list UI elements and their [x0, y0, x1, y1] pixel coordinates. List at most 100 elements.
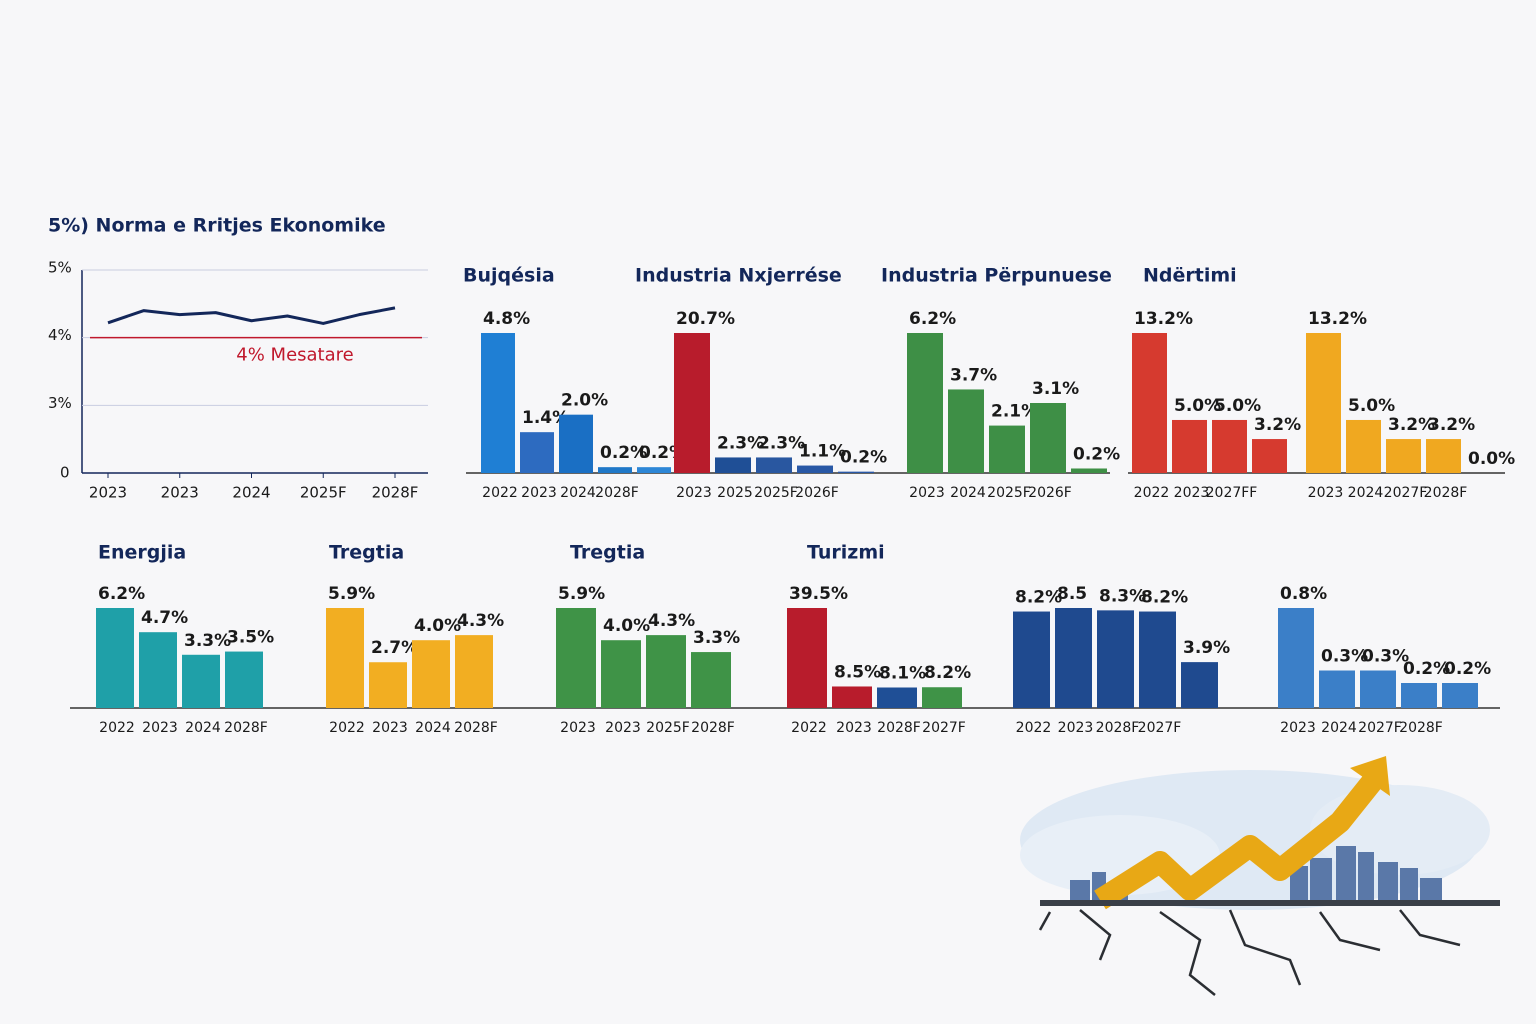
panel-title: Turizmi	[807, 542, 885, 564]
x-tick-label: 2022	[791, 720, 827, 736]
value-label: 13.2%	[1134, 309, 1193, 329]
value-label: 5.9%	[558, 584, 605, 604]
bar	[412, 640, 450, 708]
x-tick-label: 2023	[560, 720, 596, 736]
x-tick-label: 2028F	[691, 720, 735, 736]
x-tick-label: 2026F	[795, 485, 839, 501]
value-label: 39.5%	[789, 584, 848, 604]
value-label: 1.4%	[522, 408, 569, 428]
bar	[225, 651, 263, 708]
panel-title: Ndërtimi	[1143, 265, 1237, 287]
value-label: 8.1%	[879, 663, 926, 683]
bar	[646, 635, 686, 708]
value-label: 3.3%	[184, 631, 231, 651]
bar	[1278, 608, 1314, 708]
value-label: 4.0%	[603, 616, 650, 636]
value-label: 2.7%	[371, 638, 418, 658]
x-tick-label: 2023	[605, 720, 641, 736]
bar	[907, 333, 943, 473]
x-tick-label: 2025F	[300, 484, 347, 502]
bar	[1139, 611, 1176, 708]
value-label: 3.2%	[1388, 415, 1435, 435]
bar	[520, 432, 554, 473]
x-tick-label: 2023	[89, 484, 127, 502]
bar	[832, 686, 872, 708]
x-tick-label: 2023	[142, 720, 178, 736]
x-tick-label: 2022	[1016, 720, 1052, 736]
panel-title: Industria Nxjerrése	[635, 265, 842, 287]
y-tick-label: 3%	[48, 394, 72, 412]
x-tick-label: 2025F	[646, 720, 690, 736]
value-label: 6.2%	[98, 584, 145, 604]
value-label: 4.3%	[648, 611, 695, 631]
value-label: 6.2%	[909, 309, 956, 329]
value-label: 5.0%	[1348, 396, 1395, 416]
reference-label: 4% Mesatare	[236, 345, 353, 366]
bar	[182, 654, 220, 708]
value-label: 0.8%	[1280, 584, 1327, 604]
bar	[1055, 608, 1092, 708]
value-label: 3.2%	[1428, 415, 1475, 435]
y-tick-label: 5%	[48, 259, 72, 277]
value-label: 4.7%	[141, 608, 188, 628]
bar	[1442, 683, 1478, 708]
value-label: 20.7%	[676, 309, 735, 329]
x-tick-label: 2024	[1348, 485, 1384, 501]
x-tick-label: 2025F	[754, 485, 798, 501]
bar	[715, 457, 751, 473]
value-label: 0.2%	[1073, 444, 1120, 464]
x-tick-label: 2024	[185, 720, 221, 736]
value-label: 8.5	[1057, 584, 1087, 604]
arrow-body	[1094, 775, 1381, 910]
value-label: 2.3%	[717, 433, 764, 453]
value-label: 0.3%	[1362, 647, 1409, 667]
panel-title: Industria Përpunuese	[881, 265, 1112, 287]
value-label: 4.3%	[457, 611, 504, 631]
x-tick-label: 2023	[1280, 720, 1316, 736]
value-label: 0.2%	[840, 448, 887, 468]
value-label: 13.2%	[1308, 309, 1367, 329]
value-label: 5.0%	[1214, 396, 1261, 416]
x-tick-label: 2025F	[987, 485, 1031, 501]
bar	[96, 608, 134, 708]
bar	[787, 608, 827, 708]
value-label: 3.9%	[1183, 638, 1230, 658]
bar	[1181, 662, 1218, 708]
bar	[1013, 611, 1050, 708]
value-label: 5.0%	[1174, 396, 1221, 416]
bar	[1401, 683, 1437, 708]
value-label: 0.2%	[1444, 659, 1491, 679]
bar	[369, 662, 407, 708]
x-tick-label: 2022	[1134, 485, 1170, 501]
arrow-head	[1350, 756, 1390, 796]
ground	[1040, 900, 1500, 906]
x-tick-label: 2028F	[1096, 720, 1140, 736]
x-tick-label: 2028F	[877, 720, 921, 736]
bar	[989, 425, 1025, 473]
value-label: 5.9%	[328, 584, 375, 604]
x-tick-label: 2027F	[922, 720, 966, 736]
x-tick-label: 2028F	[224, 720, 268, 736]
value-label: 2.0%	[561, 391, 608, 411]
x-tick-label: 2028F	[1399, 720, 1443, 736]
value-label: 3.5%	[227, 628, 274, 648]
x-tick-label: 2027FF	[1206, 485, 1258, 501]
value-label: 3.1%	[1032, 379, 1079, 399]
x-tick-label: 2024	[1321, 720, 1357, 736]
value-label: 1.1%	[799, 442, 846, 462]
x-tick-label: 2027F	[1384, 485, 1428, 501]
bar	[1030, 403, 1066, 473]
y-tick-label: 4%	[48, 326, 72, 344]
bar	[326, 608, 364, 708]
bar	[1071, 468, 1107, 473]
y-origin-label: 0	[60, 464, 70, 482]
x-tick-label: 2028F	[595, 485, 639, 501]
x-tick-label: 2024	[560, 485, 596, 501]
cracks	[1038, 909, 1461, 996]
x-tick-label: 2023	[1058, 720, 1094, 736]
value-label: 4.8%	[483, 309, 530, 329]
x-tick-label: 2025	[717, 485, 753, 501]
panel-title: Tregtia	[329, 542, 404, 564]
panel-title: Bujqésia	[463, 265, 555, 287]
